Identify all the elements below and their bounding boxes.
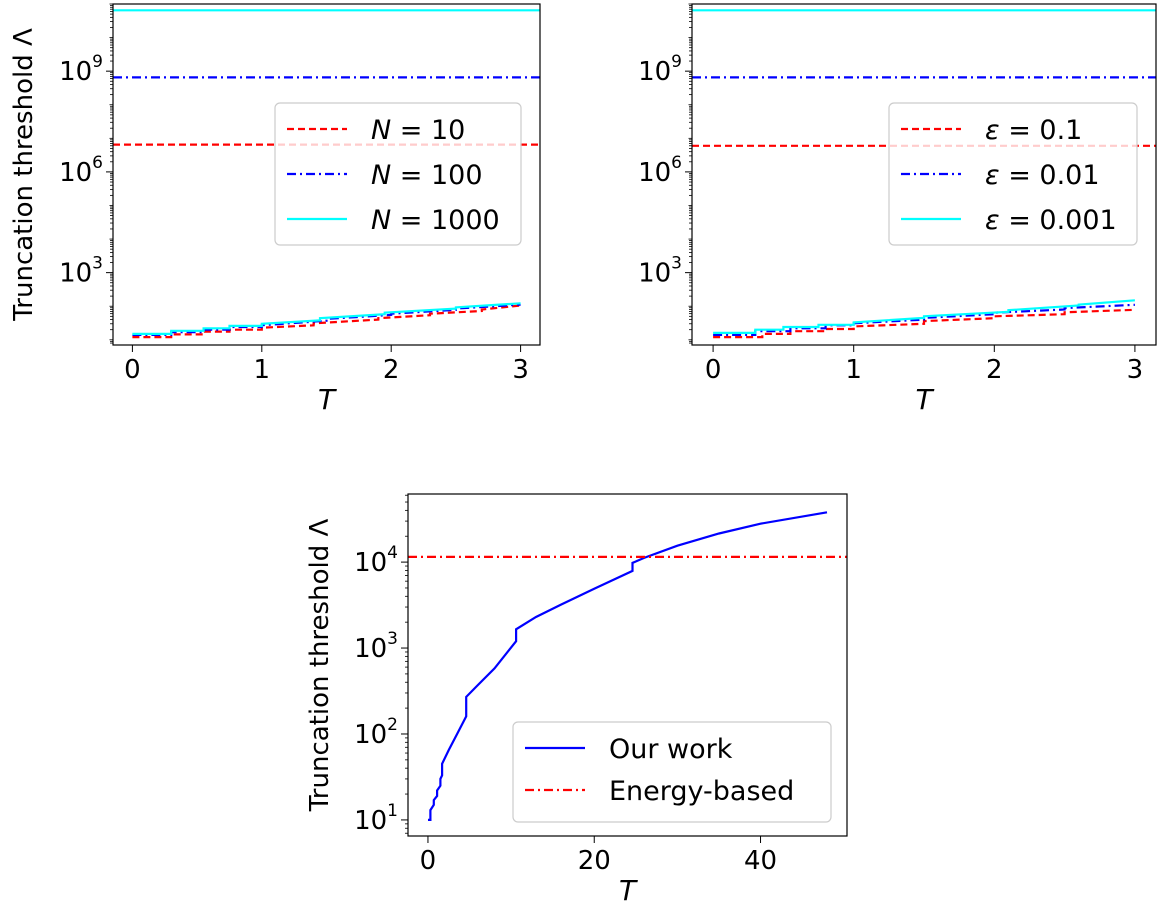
- y-tick-label: 102: [354, 715, 398, 750]
- legend-label: N = 1000: [371, 205, 500, 236]
- series-line: [713, 303, 1135, 336]
- y-tick-label: 103: [354, 629, 398, 664]
- x-tick-label: 40: [744, 846, 777, 876]
- legend-label: Our work: [609, 734, 733, 765]
- x-tick-label: 20: [578, 846, 611, 876]
- plot-frame: [407, 493, 848, 837]
- y-tick-label: 103: [59, 254, 103, 289]
- y-tick-label: 106: [59, 153, 103, 188]
- legend: N = 10 N = 100 N = 1000: [274, 102, 522, 246]
- x-tick-label: 1: [254, 355, 271, 385]
- x-axis-label: T: [318, 383, 337, 416]
- y-axis-label: Truncation threshold Λ: [305, 519, 335, 813]
- y-tick-label: 101: [354, 801, 398, 836]
- series-line: [713, 308, 1135, 339]
- legend-label: N = 10: [371, 115, 465, 146]
- x-axis-label: T: [915, 383, 934, 416]
- y-tick-label: 109: [638, 52, 682, 87]
- y-tick-label: 106: [638, 153, 682, 188]
- legend-label: N = 100: [371, 160, 483, 191]
- legend-label: ε = 0.1: [985, 115, 1082, 146]
- legend-box: [274, 102, 522, 246]
- y-tick-label: 109: [59, 52, 103, 87]
- x-tick-label: 0: [420, 846, 437, 876]
- x-tick-label: 0: [124, 355, 141, 385]
- x-tick-label: 3: [512, 355, 529, 385]
- series-line: [428, 511, 828, 821]
- legend-label: ε = 0.01: [985, 160, 1100, 191]
- plot-frame: [691, 3, 1157, 346]
- x-tick-label: 1: [845, 355, 862, 385]
- legend: ε = 0.1 ε = 0.01 ε = 0.001: [888, 102, 1138, 246]
- series-line: [713, 299, 1135, 334]
- legend-label: ε = 0.001: [985, 205, 1117, 236]
- x-tick-label: 3: [1127, 355, 1144, 385]
- plot-frame: [112, 3, 541, 346]
- chart-top-left: 103 106 109 0 1 2 3 T Truncation threshold Λ N = …: [9, 3, 541, 416]
- legend: Our work Energy-based: [512, 721, 832, 823]
- x-tick-label: 2: [986, 355, 1003, 385]
- legend-box: [512, 721, 832, 823]
- chart-top-right: 103 106 109 0 1 2 3 Tε = 0.1 ε = 0.01 ε = 0.001: [638, 3, 1157, 416]
- series-line: [132, 304, 521, 339]
- series-line: [132, 302, 521, 335]
- x-axis-label: T: [619, 874, 638, 907]
- y-axis-label: Truncation threshold Λ: [9, 28, 39, 322]
- x-tick-label: 0: [705, 355, 722, 385]
- legend-box: [888, 102, 1138, 246]
- y-tick-label: 104: [354, 543, 398, 578]
- legend-label: Energy-based: [609, 776, 794, 807]
- chart-bottom: 101 102 103 104 0 20 40 T Truncation threshold Λ…: [305, 493, 848, 907]
- y-tick-label: 103: [638, 254, 682, 289]
- x-tick-label: 2: [383, 355, 400, 385]
